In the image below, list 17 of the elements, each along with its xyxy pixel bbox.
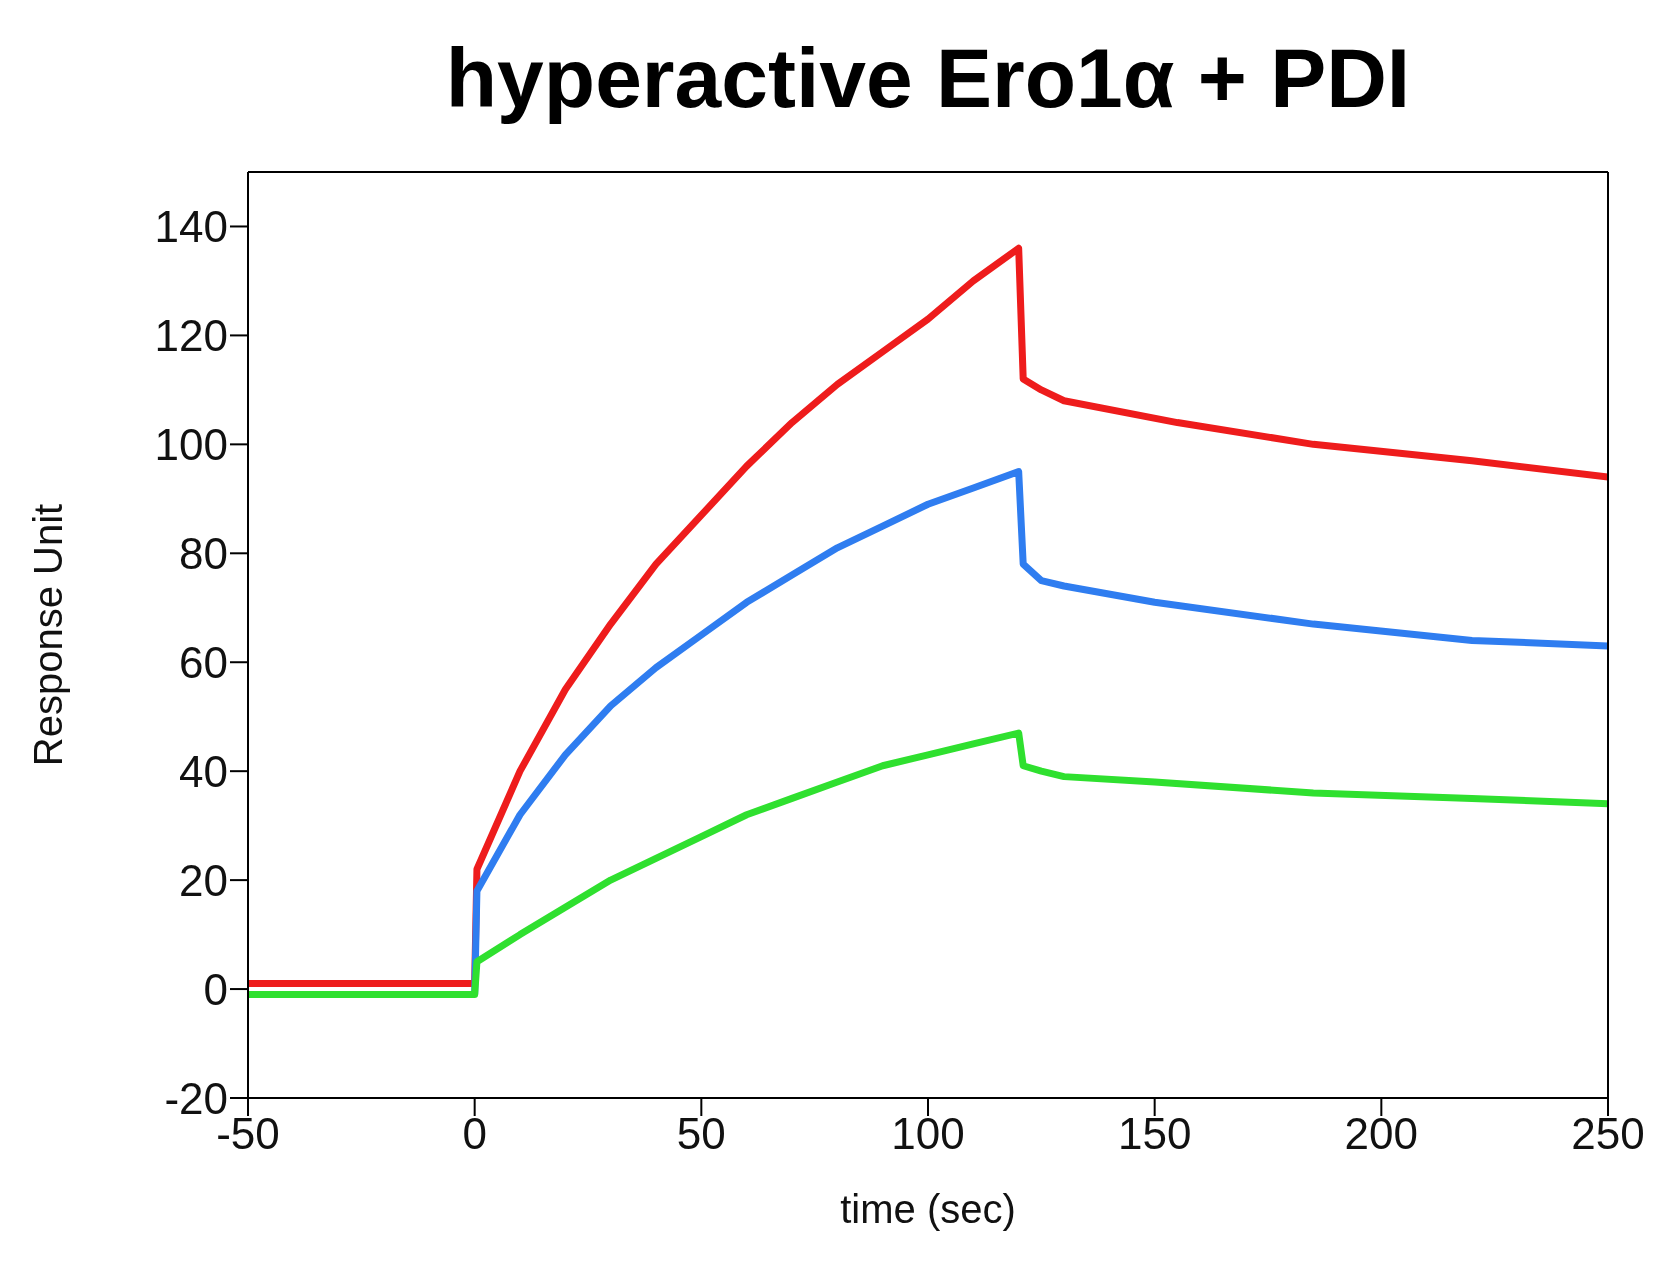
x-tick-label: 150 [1117, 1109, 1192, 1159]
y-tick-label: 80 [179, 528, 228, 578]
y-tick-label: 0 [203, 964, 228, 1014]
y-tick-label: 120 [154, 311, 228, 361]
y-axis-title: Response Unit [26, 503, 71, 767]
x-axis-title: time (sec) [840, 1187, 1016, 1231]
chart-title: hyperactive Ero1α + PDI [444, 30, 1412, 127]
y-tick-label: 100 [154, 419, 228, 469]
x-tick-label: 100 [891, 1109, 965, 1159]
x-tick-label: 250 [1571, 1109, 1645, 1159]
x-tick-label: 50 [676, 1109, 726, 1159]
y-tick-label: 20 [179, 855, 228, 905]
y-tick-label: 60 [179, 637, 228, 687]
x-tick-label: 200 [1344, 1109, 1419, 1159]
y-tick-label: 140 [154, 202, 228, 252]
x-tick-label: 0 [462, 1109, 487, 1159]
y-tick-label: 40 [179, 746, 228, 796]
